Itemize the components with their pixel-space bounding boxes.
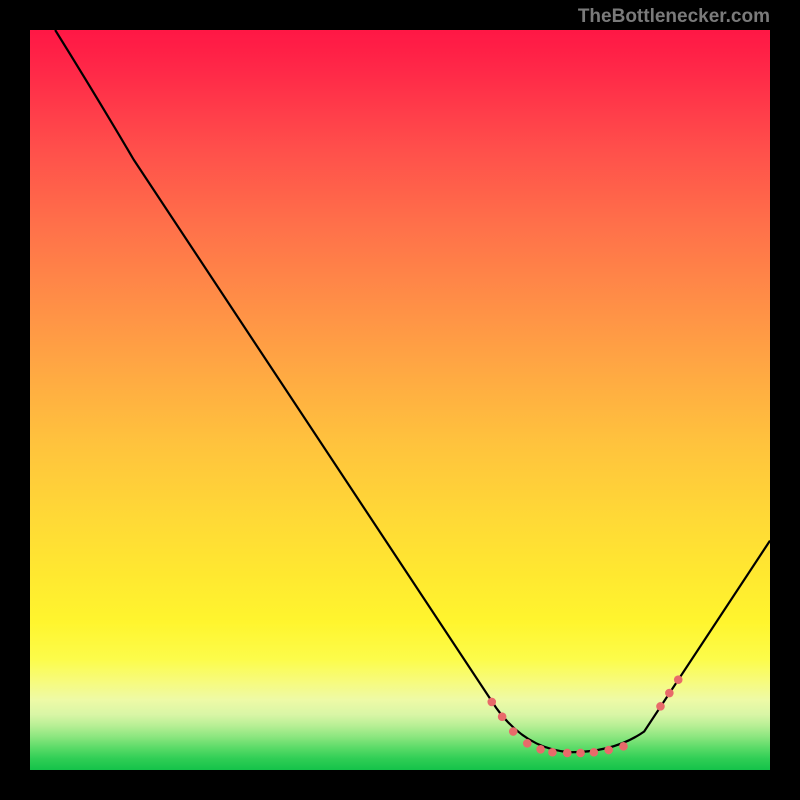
marker-point — [563, 749, 572, 758]
marker-point — [656, 702, 665, 711]
marker-point — [604, 746, 613, 755]
curve-layer — [30, 30, 770, 770]
marker-point — [498, 712, 507, 721]
marker-point — [576, 749, 585, 758]
plot-area — [30, 30, 770, 770]
marker-point — [674, 675, 683, 684]
bottleneck-curve — [55, 30, 770, 752]
watermark-text: TheBottlenecker.com — [578, 6, 770, 28]
marker-point — [487, 698, 496, 707]
marker-point — [523, 739, 532, 748]
marker-point — [536, 745, 545, 754]
marker-point — [619, 742, 628, 751]
marker-point — [665, 689, 674, 698]
marker-point — [509, 727, 518, 736]
marker-point — [590, 748, 599, 757]
marker-point — [548, 748, 557, 757]
